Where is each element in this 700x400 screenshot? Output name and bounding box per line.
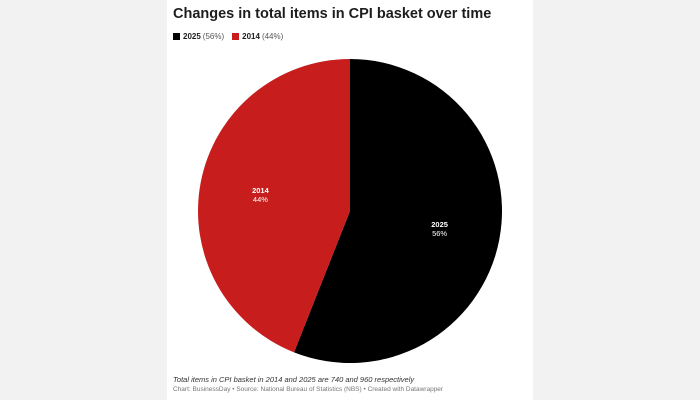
pie-slice-2014 bbox=[197, 58, 350, 353]
legend-label-2025: 2025 bbox=[183, 32, 201, 41]
legend-label-2014: 2014 bbox=[242, 32, 260, 41]
legend-item-2025: 2025 (56%) bbox=[173, 32, 224, 41]
chart-note: Total items in CPI basket in 2014 and 20… bbox=[173, 375, 415, 384]
legend-pct-2025: (56%) bbox=[202, 32, 225, 41]
slice-value-2025: 56% bbox=[432, 229, 447, 238]
slice-label-2025: 2025 bbox=[431, 220, 448, 229]
chart-source: Chart: BusinessDay • Source: National Bu… bbox=[173, 386, 444, 393]
chart-card: Changes in total items in CPI basket ove… bbox=[167, 0, 533, 400]
pie-slice-2025 bbox=[294, 59, 502, 363]
legend-item-2014: 2014 (44%) bbox=[232, 32, 283, 41]
legend-swatch-2014 bbox=[232, 33, 240, 40]
slice-value-2014: 44% bbox=[253, 195, 268, 204]
chart-title: Changes in total items in CPI basket ove… bbox=[173, 6, 492, 22]
legend-pct-2014: (44%) bbox=[261, 32, 284, 41]
slice-label-2014: 2014 bbox=[252, 186, 270, 195]
legend-swatch-2025 bbox=[173, 33, 180, 40]
chart-legend: 2025 (56%) 2014 (44%) bbox=[173, 32, 291, 41]
